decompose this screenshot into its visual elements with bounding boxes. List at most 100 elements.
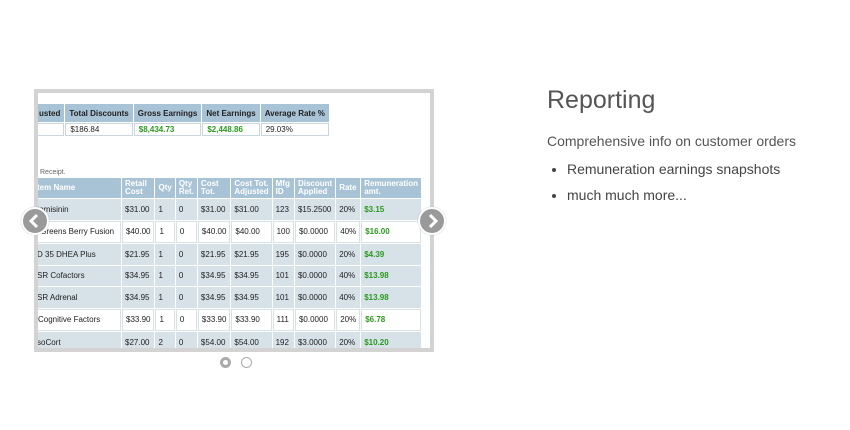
table-cell: D 35 DHEA Plus — [38, 244, 121, 265]
column-header: tem Name — [38, 178, 121, 198]
column-header: Retail Cost — [122, 178, 155, 198]
summary-header: Net Earnings — [202, 104, 260, 122]
table-cell: $33.90 — [197, 308, 231, 331]
table-row: temisinin $31.00 1 0 $31.00 $31.00 123 $15.2500… — [38, 199, 422, 220]
table-cell: $34.95 — [231, 287, 272, 308]
table-cell: $31.00 — [122, 199, 155, 220]
summary-value: 29.03% — [260, 123, 329, 136]
table-cell: /Greens Berry Fusion — [38, 220, 121, 243]
table-cell: $31.00 — [197, 199, 231, 220]
table-cell: $34.95 — [231, 265, 272, 286]
column-header: Cost Tot. Adjusted — [231, 178, 272, 198]
table-cell: 1 — [155, 265, 175, 286]
summary-value: $2,448.86 — [202, 123, 260, 136]
table-cell: $27.00 — [122, 332, 155, 348]
table-cell: 111 — [272, 308, 294, 331]
table-cell: 101 — [272, 287, 294, 308]
summary-header: Average Rate % — [260, 104, 329, 122]
table-cell: 0 — [175, 332, 197, 348]
column-header: Cost Tot. — [197, 178, 231, 198]
table-cell: 40% — [336, 220, 361, 243]
table-cell: $34.95 — [197, 265, 231, 286]
table-cell: 20% — [336, 244, 361, 265]
table-row: D 35 DHEA Plus $21.95 1 0 $21.95 $21.95 195 $0.… — [38, 244, 422, 265]
table-cell: $0.0000 — [294, 287, 336, 308]
table-cell: $54.00 — [197, 332, 231, 348]
summary-table: usted Total Discounts Gross Earnings Net Ea… — [38, 103, 330, 137]
table-cell: $13.98 — [361, 287, 422, 308]
column-header: Discount Applied — [294, 178, 336, 198]
column-header: Qty — [155, 178, 175, 198]
table-cell: 123 — [272, 199, 294, 220]
column-header: Qty Ret. — [175, 178, 197, 198]
table-row: SR Cofactors $34.95 1 0 $34.95 $34.95 101 $0.00… — [38, 265, 422, 286]
table-cell: 1 — [155, 287, 175, 308]
feature-list: Remuneration earnings snapshots much much… — [547, 160, 780, 212]
feature-title: Reporting — [547, 86, 656, 114]
orders-table: tem Name Retail Cost Qty Qty Ret. Cost Tot. C… — [38, 177, 422, 348]
table-cell: $0.0000 — [294, 265, 336, 286]
table-cell: $40.00 — [197, 220, 231, 243]
table-row: SR Adrenal $34.95 1 0 $34.95 $34.95 101 $0.0000… — [38, 287, 422, 308]
slide-dot-active[interactable] — [220, 357, 231, 368]
table-cell: $0.0000 — [294, 308, 336, 331]
table-cell: 192 — [272, 332, 294, 348]
table-cell: $10.20 — [361, 332, 422, 348]
table-cell: $40.00 — [231, 220, 272, 243]
column-header: Remuneration amt. — [361, 178, 422, 198]
table-cell: 1 — [155, 199, 175, 220]
slide-dot[interactable] — [241, 357, 252, 368]
table-cell: $34.95 — [122, 287, 155, 308]
table-cell: $54.00 — [231, 332, 272, 348]
table-cell: 2 — [155, 332, 175, 348]
summary-header: Total Discounts — [65, 104, 133, 122]
table-cell: $21.95 — [197, 244, 231, 265]
column-header: Rate — [336, 178, 361, 198]
table-cell: $34.95 — [197, 287, 231, 308]
feature-bullet: much much more... — [567, 186, 780, 204]
table-cell: 0 — [175, 308, 197, 331]
summary-header: Gross Earnings — [133, 104, 202, 122]
table-cell: 20% — [336, 332, 361, 348]
table-cell: $4.39 — [361, 244, 422, 265]
table-cell: $16.00 — [361, 220, 422, 243]
summary-value: $186.84 — [65, 123, 133, 136]
table-row: soCort $27.00 2 0 $54.00 $54.00 192 $3.0000 20% $… — [38, 332, 422, 348]
table-row: /Greens Berry Fusion $40.00 1 0 $40.00 $40.00… — [38, 220, 422, 243]
next-arrow[interactable] — [418, 207, 446, 235]
table-cell: 0 — [175, 244, 197, 265]
table-cell: $34.95 — [122, 265, 155, 286]
table-cell: $40.00 — [122, 220, 155, 243]
table-cell: 0 — [175, 199, 197, 220]
table-cell: $3.15 — [361, 199, 422, 220]
caption: Receipt. — [40, 169, 66, 176]
table-cell: 195 — [272, 244, 294, 265]
table-cell: SR Cofactors — [38, 265, 121, 286]
table-cell: 1 — [155, 220, 175, 243]
table-cell: $21.95 — [122, 244, 155, 265]
table-cell: 0 — [175, 287, 197, 308]
table-cell: 100 — [272, 220, 294, 243]
table-cell: Cognitive Factors — [38, 308, 121, 331]
table-row: Cognitive Factors $33.90 1 0 $33.90 $33.90 111… — [38, 308, 422, 331]
summary-header: usted — [38, 104, 65, 122]
slide-frame: usted Total Discounts Gross Earnings Net Ea… — [34, 89, 434, 352]
table-cell: 1 — [155, 308, 175, 331]
prev-arrow[interactable] — [21, 207, 49, 235]
column-header: Mfg ID — [272, 178, 294, 198]
table-cell: $33.90 — [122, 308, 155, 331]
table-cell: $33.90 — [231, 308, 272, 331]
feature-bullet: Remuneration earnings snapshots — [567, 160, 780, 178]
empty-cell — [38, 123, 65, 136]
table-cell: soCort — [38, 332, 121, 348]
table-cell: 40% — [336, 265, 361, 286]
table-cell: temisinin — [38, 199, 121, 220]
table-cell: SR Adrenal — [38, 287, 121, 308]
table-cell: $6.78 — [361, 308, 422, 331]
table-cell: 20% — [336, 199, 361, 220]
table-cell: $31.00 — [231, 199, 272, 220]
table-cell: 20% — [336, 308, 361, 331]
table-cell: $21.95 — [231, 244, 272, 265]
table-cell: 0 — [175, 220, 197, 243]
